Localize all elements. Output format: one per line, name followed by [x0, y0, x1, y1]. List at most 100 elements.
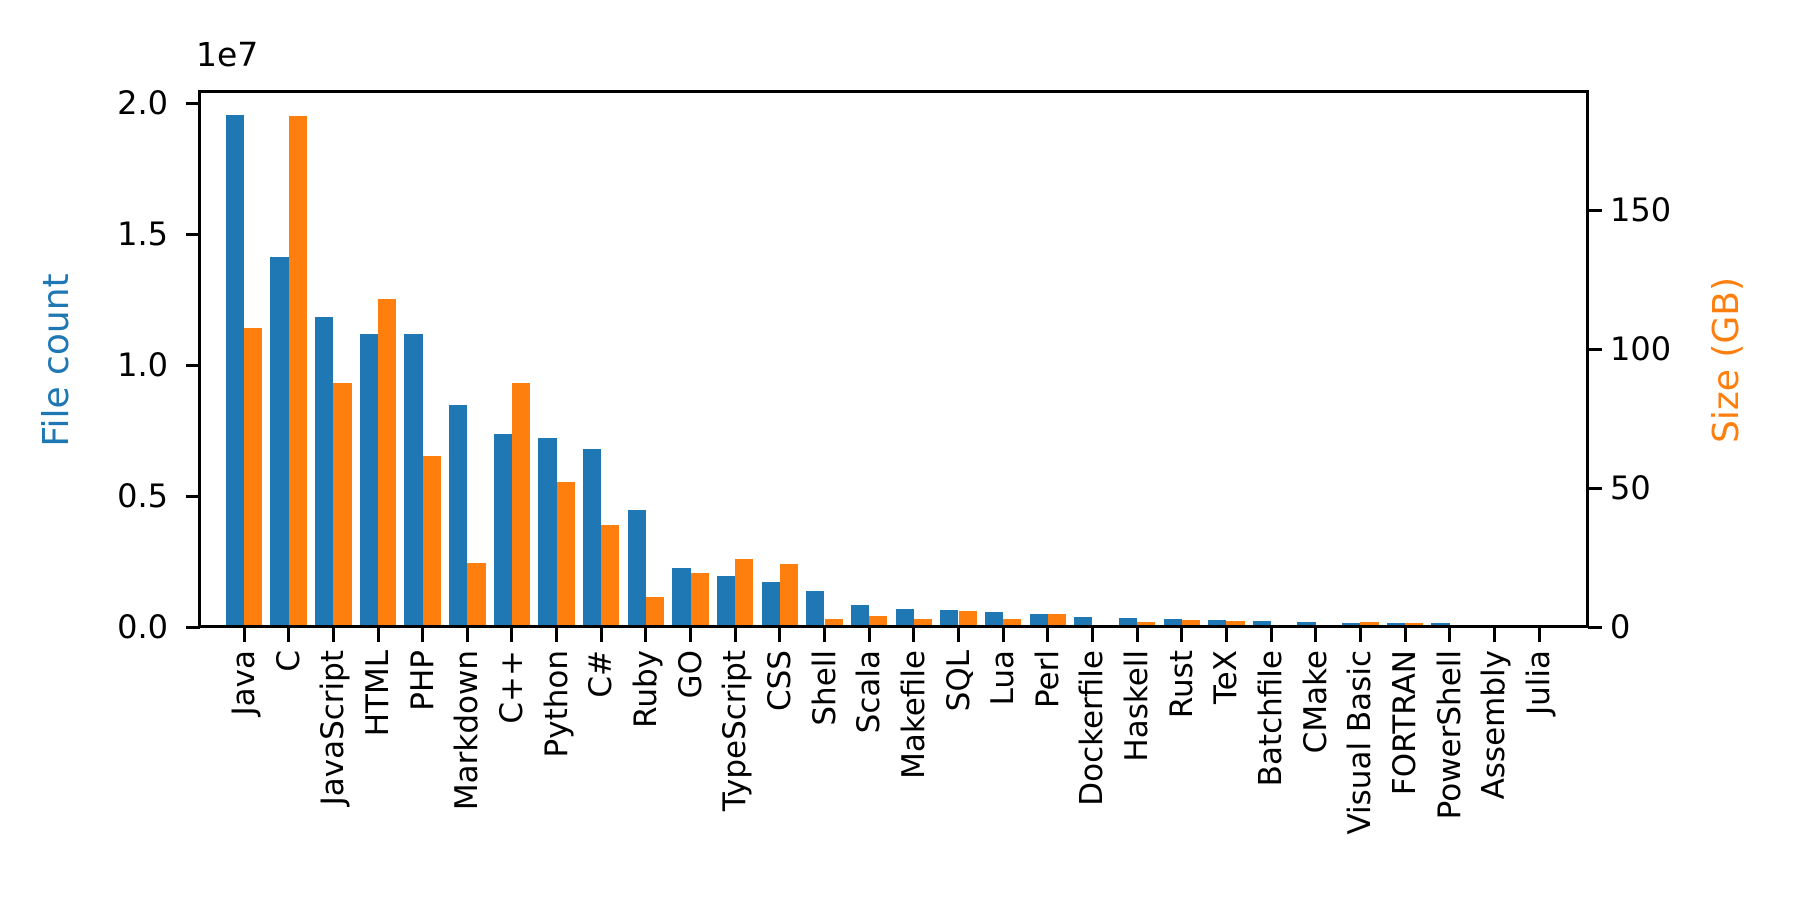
bar-size-gb-Lua	[1003, 619, 1022, 627]
x-tick-label-Haskell: Haskell	[1119, 650, 1156, 762]
x-tick-label-FORTRAN: FORTRAN	[1387, 650, 1423, 796]
bar-size-gb-Scala	[869, 616, 888, 627]
x-tick	[1090, 628, 1094, 642]
bar-file-count-Rust	[1163, 618, 1182, 627]
x-tick-label-TypeScript: TypeScript	[717, 650, 754, 812]
bar-file-count-Batchfile	[1252, 620, 1272, 627]
x-tick-label-Perl: Perl	[1029, 650, 1066, 709]
y-tick-left	[186, 232, 200, 236]
bar-file-count-Scala	[850, 605, 870, 627]
bar-size-gb-C++	[511, 383, 531, 627]
bar-size-gb-Markdown	[467, 562, 486, 627]
x-tick	[1314, 628, 1318, 642]
y-tick-label-right-0: 0	[1610, 608, 1631, 646]
x-tick	[957, 628, 960, 642]
bar-file-count-Lua	[984, 611, 1004, 627]
bar-size-gb-HTML	[378, 298, 397, 627]
x-tick-label-C#: C#	[583, 650, 620, 698]
y-tick-label-left-0.5: 0.5	[117, 477, 168, 516]
x-tick-label-PHP: PHP	[404, 650, 441, 711]
x-tick	[733, 628, 737, 642]
bar-file-count-Haskell	[1118, 618, 1138, 627]
x-tick-label-Ruby: Ruby	[627, 650, 664, 728]
x-tick	[1224, 628, 1228, 642]
bar-file-count-Java	[225, 115, 244, 627]
bar-file-count-GO	[672, 567, 691, 627]
y-tick-label-right-150: 150	[1610, 191, 1672, 230]
x-tick-label-Makefile: Makefile	[895, 650, 932, 779]
x-tick	[1448, 628, 1452, 642]
bar-file-count-Perl	[1029, 614, 1048, 627]
bar-size-gb-Java	[244, 327, 263, 627]
x-tick-label-C++: C++	[493, 650, 530, 724]
x-tick	[510, 628, 514, 642]
y-tick-right	[1588, 208, 1602, 212]
bar-file-count-TypeScript	[716, 576, 736, 627]
bar-file-count-Makefile	[895, 609, 914, 627]
x-tick	[644, 628, 648, 642]
x-tick	[376, 628, 380, 642]
bar-size-gb-CSS	[779, 564, 799, 627]
bar-file-count-SQL	[940, 609, 959, 627]
bar-size-gb-Shell	[824, 618, 843, 627]
y-tick-label-right-100: 100	[1610, 330, 1672, 369]
y-tick-left	[186, 363, 200, 367]
x-tick-label-CMake: CMake	[1297, 650, 1334, 754]
x-tick	[1046, 628, 1050, 642]
x-tick	[689, 628, 693, 642]
bar-size-gb-Ruby	[645, 596, 665, 627]
y-tick-label-left-2.0: 2.0	[117, 84, 168, 123]
x-tick	[912, 628, 916, 642]
x-tick	[1001, 628, 1005, 642]
y-tick-label-left-1.5: 1.5	[117, 215, 168, 254]
x-tick-label-TeX: TeX	[1208, 650, 1245, 704]
x-tick	[331, 628, 335, 642]
bar-file-count-TeX	[1208, 620, 1227, 627]
plot-frame	[198, 90, 1589, 628]
bar-file-count-Dockerfile	[1074, 617, 1093, 627]
bar-file-count-Shell	[806, 590, 825, 627]
bar-size-gb-TypeScript	[735, 558, 754, 627]
x-tick	[1492, 628, 1496, 642]
x-tick-label-Visual Basic: Visual Basic	[1342, 650, 1379, 835]
x-tick	[242, 628, 246, 642]
x-tick	[1135, 628, 1139, 642]
x-tick-label-Dockerfile: Dockerfile	[1074, 650, 1111, 806]
y-tick-label-left-0.0: 0.0	[117, 608, 168, 646]
bar-size-gb-C	[288, 116, 307, 627]
x-tick-label-Scala: Scala	[851, 650, 888, 734]
bar-file-count-CSS	[761, 581, 780, 627]
y-tick-right	[1588, 625, 1602, 629]
x-tick-label-Assembly: Assembly	[1476, 650, 1513, 800]
x-tick	[421, 628, 425, 642]
bar-file-count-JavaScript	[315, 316, 334, 627]
x-tick	[1537, 628, 1541, 642]
x-tick-label-Julia: Julia	[1521, 650, 1557, 716]
bar-size-gb-Rust	[1181, 619, 1201, 627]
x-tick-label-JavaScript: JavaScript	[315, 650, 352, 806]
x-tick-label-Python: Python	[538, 650, 575, 758]
x-tick	[599, 628, 603, 642]
y-tick-right	[1588, 347, 1602, 351]
x-tick-label-GO: GO	[672, 650, 709, 699]
x-tick-label-Batchfile: Batchfile	[1253, 650, 1290, 787]
x-tick-label-HTML: HTML	[360, 650, 396, 737]
x-tick	[465, 628, 469, 642]
x-tick	[867, 628, 871, 642]
x-tick-label-Shell: Shell	[806, 650, 843, 726]
y-tick-right	[1588, 486, 1602, 490]
x-tick	[287, 628, 291, 642]
x-tick-label-C: C	[270, 650, 307, 672]
bar-size-gb-Makefile	[913, 618, 933, 627]
bar-size-gb-JavaScript	[333, 382, 352, 627]
x-tick	[1269, 628, 1273, 642]
bar-size-gb-TeX	[1226, 621, 1245, 627]
bar-file-count-Python	[538, 437, 557, 627]
bar-file-count-C#	[582, 448, 602, 627]
x-tick	[555, 628, 559, 642]
x-tick	[1403, 628, 1407, 642]
y-tick-left	[186, 625, 200, 629]
bar-file-count-CMake	[1297, 622, 1316, 627]
x-tick-label-CSS: CSS	[761, 650, 798, 712]
x-tick-label-Java: Java	[226, 650, 262, 716]
